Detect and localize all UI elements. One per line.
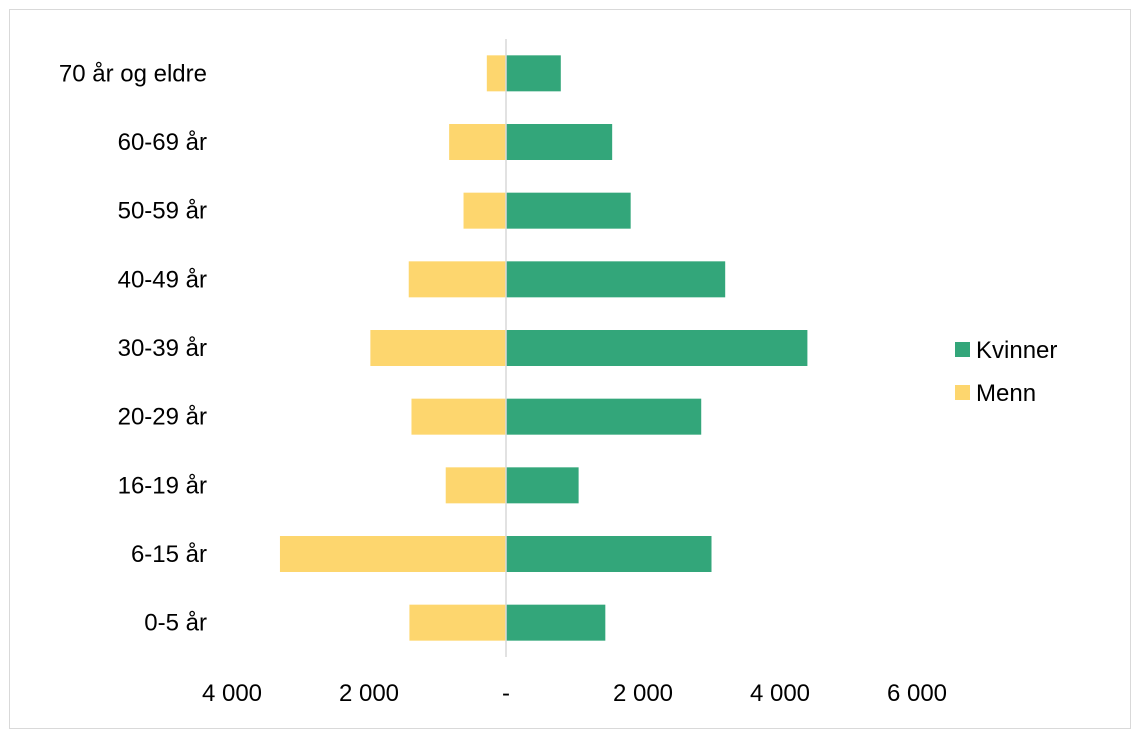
bar-menn-0 — [486, 55, 506, 92]
bar-menn-1 — [449, 124, 506, 160]
category-label: 60-69 år — [118, 129, 207, 156]
category-label: 16-19 år — [118, 472, 207, 499]
bar-kvinner-7 — [506, 536, 712, 572]
bar-kvinner-5 — [506, 398, 702, 435]
bar-kvinner-2 — [506, 192, 631, 229]
bar-kvinner-6 — [506, 467, 579, 504]
x-tick-label: - — [502, 680, 510, 707]
bar-kvinner-1 — [506, 124, 613, 160]
x-tick-label: 4 000 — [202, 680, 262, 707]
bar-kvinner-0 — [506, 55, 561, 92]
bar-menn-8 — [409, 604, 506, 641]
legend-swatch-kvinner — [955, 342, 970, 357]
bar-menn-5 — [411, 398, 506, 435]
legend-label-menn: Menn — [976, 380, 1036, 407]
category-label: 70 år og eldre — [59, 60, 207, 87]
bar-kvinner-4 — [506, 330, 808, 366]
bar-menn-2 — [463, 192, 506, 229]
category-label: 40-49 år — [118, 266, 207, 293]
bar-kvinner-8 — [506, 604, 606, 641]
category-label: 0-5 år — [144, 610, 207, 637]
category-label: 6-15 år — [131, 541, 207, 568]
legend-swatch-menn — [955, 385, 970, 400]
x-tick-label: 6 000 — [887, 680, 947, 707]
x-tick-label: 2 000 — [339, 680, 399, 707]
bar-menn-4 — [370, 330, 506, 366]
bar-menn-7 — [279, 536, 506, 572]
x-tick-label: 2 000 — [613, 680, 673, 707]
category-label: 30-39 år — [118, 335, 207, 362]
category-label: 50-59 år — [118, 198, 207, 225]
bar-kvinner-3 — [506, 261, 726, 298]
legend-label-kvinner: Kvinner — [976, 337, 1057, 364]
bar-menn-3 — [408, 261, 506, 298]
x-tick-label: 4 000 — [750, 680, 810, 707]
bar-menn-6 — [445, 467, 506, 504]
category-label: 20-29 år — [118, 404, 207, 431]
